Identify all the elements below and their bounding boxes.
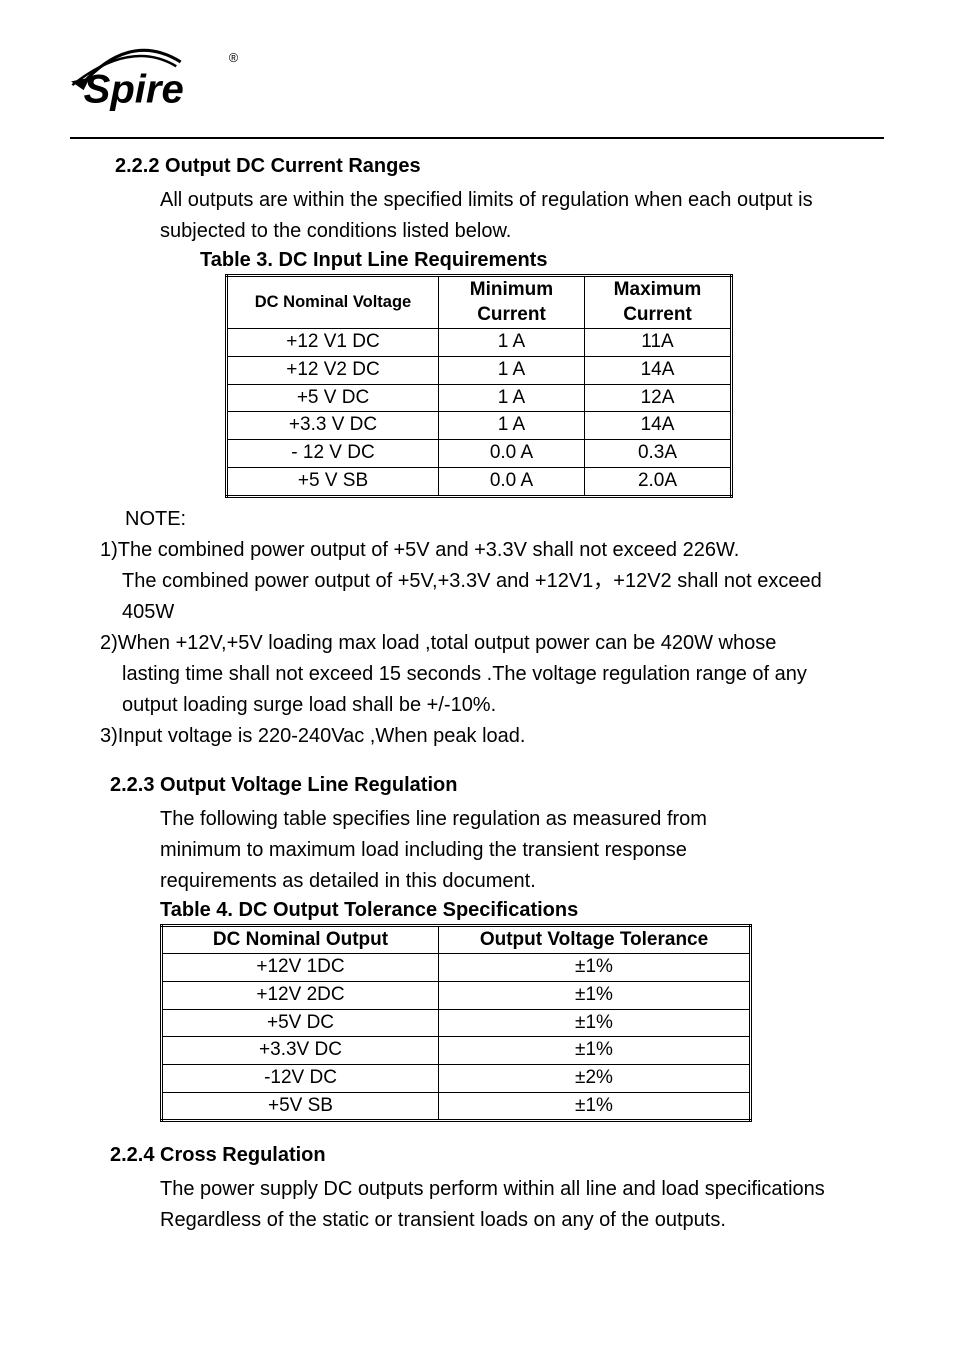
cell: 12A — [585, 384, 732, 412]
para-2-2-3-l1: The following table specifies line regul… — [160, 804, 884, 835]
table-row: - 12 V DC 0.0 A 0.3A — [227, 440, 732, 468]
cell: +12 V2 DC — [227, 357, 439, 385]
cell: 11A — [585, 329, 732, 357]
cell: +5 V SB — [227, 467, 439, 496]
table-row: +3.3 V DC 1 A 14A — [227, 412, 732, 440]
cell: 1 A — [439, 329, 585, 357]
table-row: +5 V DC 1 A 12A — [227, 384, 732, 412]
cell: +12V 1DC — [162, 954, 439, 982]
table4-caption: Table 4. DC Output Tolerance Specificati… — [160, 899, 884, 922]
cell: 2.0A — [585, 467, 732, 496]
cell: 0.0 A — [439, 440, 585, 468]
header-rule — [70, 137, 884, 139]
notes-block: 1)The combined power output of +5V and +… — [100, 535, 884, 752]
th-max-current: Maximum Current — [585, 276, 732, 329]
para-2-2-4-l2: Regardless of the static or transient lo… — [160, 1205, 884, 1236]
note-label: NOTE: — [125, 504, 884, 535]
cell: 14A — [585, 357, 732, 385]
th-min-b: Current — [477, 304, 546, 325]
table-row: +5V DC ±1% — [162, 1009, 751, 1037]
cell: ±1% — [439, 1092, 751, 1121]
cell: ±1% — [439, 1009, 751, 1037]
note-3: 3)Input voltage is 220-240Vac ,When peak… — [100, 725, 525, 747]
cell: ±1% — [439, 1037, 751, 1065]
note-2c: output loading surge load shall be +/-10… — [100, 690, 884, 721]
table-row: +5V SB ±1% — [162, 1092, 751, 1121]
cell: 14A — [585, 412, 732, 440]
th-output-tolerance: Output Voltage Tolerance — [439, 925, 751, 954]
table3-wrap: DC Nominal Voltage Minimum Current Maxim… — [225, 274, 884, 498]
th-min-a: Minimum — [470, 279, 553, 300]
note-1a: 1)The combined power output of +5V and +… — [100, 539, 739, 561]
table3: DC Nominal Voltage Minimum Current Maxim… — [225, 274, 733, 498]
spire-logo-svg: Spire ® — [70, 40, 260, 112]
para-2-2-2: All outputs are within the specified lim… — [160, 185, 864, 247]
document-page: Spire ® 2.2.2 Output DC Current Ranges A… — [0, 0, 954, 1296]
heading-2-2-2: 2.2.2 Output DC Current Ranges — [115, 151, 884, 181]
cell: ±1% — [439, 954, 751, 982]
cell: 1 A — [439, 412, 585, 440]
cell: +3.3V DC — [162, 1037, 439, 1065]
para-2-2-3-l2: minimum to maximum load including the tr… — [160, 835, 884, 866]
cell: ±1% — [439, 981, 751, 1009]
cell: ±2% — [439, 1064, 751, 1092]
cell: 1 A — [439, 384, 585, 412]
cell: +5V SB — [162, 1092, 439, 1121]
cell: +5 V DC — [227, 384, 439, 412]
note-1b: The combined power output of +5V,+3.3V a… — [100, 566, 884, 597]
table4-wrap: DC Nominal Output Output Voltage Toleran… — [160, 924, 884, 1123]
cell: 1 A — [439, 357, 585, 385]
th-min-current: Minimum Current — [439, 276, 585, 329]
table-row: -12V DC ±2% — [162, 1064, 751, 1092]
table-row: +12V 2DC ±1% — [162, 981, 751, 1009]
para-2-2-3-l3: requirements as detailed in this documen… — [160, 866, 884, 897]
table-row: +5 V SB 0.0 A 2.0A — [227, 467, 732, 496]
table-header-row: DC Nominal Output Output Voltage Toleran… — [162, 925, 751, 954]
cell: +3.3 V DC — [227, 412, 439, 440]
th-nominal-voltage: DC Nominal Voltage — [227, 276, 439, 329]
cell: +12V 2DC — [162, 981, 439, 1009]
th-nominal-output: DC Nominal Output — [162, 925, 439, 954]
registered-mark: ® — [229, 51, 239, 65]
note-2a: 2)When +12V,+5V loading max load ,total … — [100, 632, 776, 654]
table3-caption: Table 3. DC Input Line Requirements — [200, 249, 884, 272]
heading-2-2-3: 2.2.3 Output Voltage Line Regulation — [110, 770, 884, 800]
cell: - 12 V DC — [227, 440, 439, 468]
table-row: +12 V1 DC 1 A 11A — [227, 329, 732, 357]
para-2-2-4-l1: The power supply DC outputs perform with… — [160, 1174, 884, 1205]
heading-2-2-4: 2.2.4 Cross Regulation — [110, 1140, 884, 1170]
th-max-a: Maximum — [614, 279, 702, 300]
note-2b: lasting time shall not exceed 15 seconds… — [100, 659, 884, 690]
spire-logo: Spire ® — [70, 40, 884, 117]
cell: -12V DC — [162, 1064, 439, 1092]
table-header-row: DC Nominal Voltage Minimum Current Maxim… — [227, 276, 732, 329]
note-1c: 405W — [100, 597, 884, 628]
table-row: +3.3V DC ±1% — [162, 1037, 751, 1065]
table-row: +12 V2 DC 1 A 14A — [227, 357, 732, 385]
table4: DC Nominal Output Output Voltage Toleran… — [160, 924, 752, 1123]
cell: +5V DC — [162, 1009, 439, 1037]
svg-text:Spire: Spire — [84, 68, 184, 112]
th-max-b: Current — [623, 304, 692, 325]
cell: 0.0 A — [439, 467, 585, 496]
table-row: +12V 1DC ±1% — [162, 954, 751, 982]
cell: 0.3A — [585, 440, 732, 468]
cell: +12 V1 DC — [227, 329, 439, 357]
